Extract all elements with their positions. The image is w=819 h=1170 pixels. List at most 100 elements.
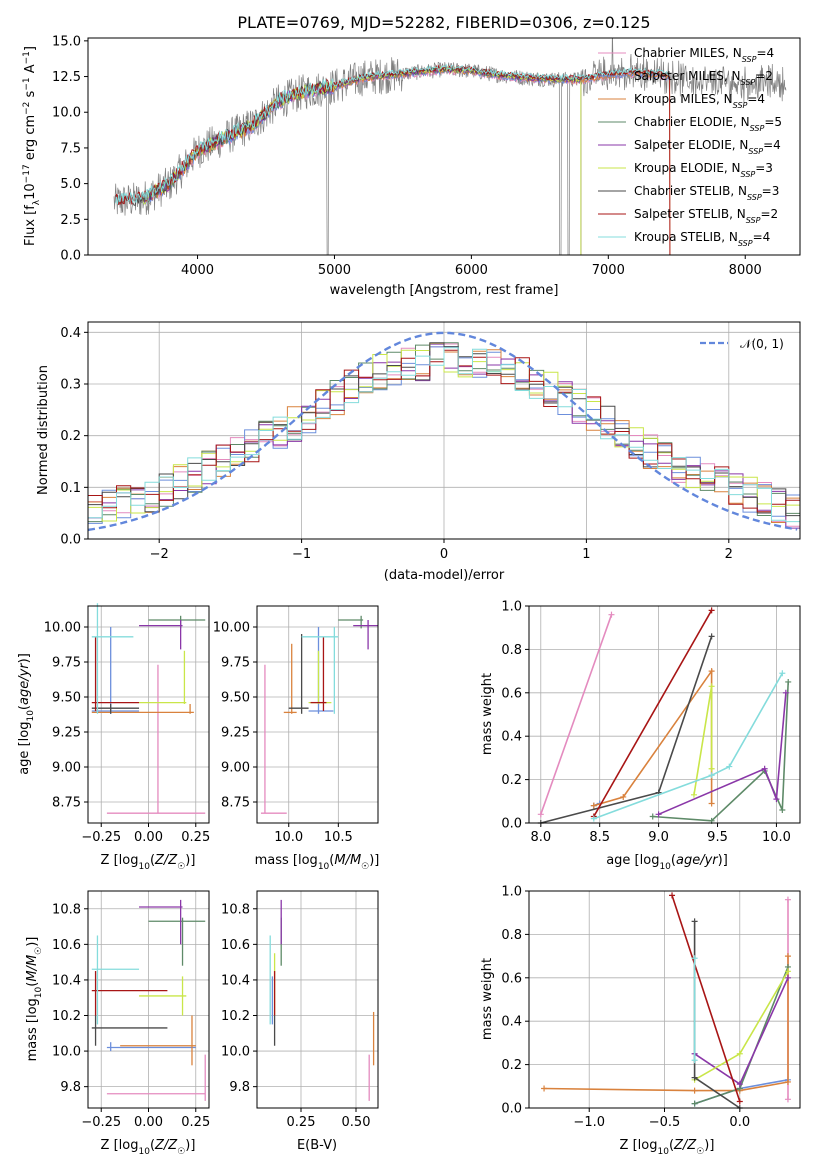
weight-marker bbox=[708, 683, 715, 690]
weight-marker bbox=[784, 968, 791, 975]
plot-marks bbox=[91, 603, 206, 814]
axes-frame bbox=[528, 605, 801, 824]
weight-marker bbox=[779, 806, 786, 813]
label-part: mass weight bbox=[480, 673, 495, 755]
weight-y-label-2: mass weight bbox=[480, 958, 495, 1040]
label-part: Z [log bbox=[620, 1138, 658, 1153]
label-part: ☉ bbox=[696, 1147, 704, 1157]
weight-marker bbox=[708, 800, 715, 807]
y-tick-label: 9.75 bbox=[52, 656, 81, 671]
spectrum-title: PLATE=0769, MJD=52282, FIBERID=0306, z=0… bbox=[237, 13, 650, 32]
spectrum-x-tick-label: 4000 bbox=[181, 263, 214, 278]
label-part: ( bbox=[150, 853, 155, 868]
weight-line-salpeter-stelib bbox=[671, 895, 741, 1102]
label-part: mass weight bbox=[480, 958, 495, 1040]
mass-vs-ebv-panel: 0.25 0.50 9.8 10.0 10.2 10.4 10.6 10.8 E(B-V) bbox=[221, 890, 379, 1153]
spectrum-y-label-part: −1 bbox=[22, 77, 32, 90]
axes-frame bbox=[87, 890, 210, 1109]
legend-sub: SSP bbox=[746, 216, 761, 225]
age-vs-mass-x-label: mass [log10(M/M☉)] bbox=[255, 853, 380, 872]
model-line-kroupa-miles bbox=[142, 67, 671, 255]
spectrum-y-label-part: −17 bbox=[22, 164, 32, 183]
label-part: ( bbox=[25, 982, 40, 987]
y-tick-label: 0.4 bbox=[501, 730, 522, 745]
x-tick-label: 0.0 bbox=[729, 1115, 750, 1130]
weight-marker bbox=[761, 765, 768, 772]
weight-marker bbox=[782, 689, 789, 696]
weight-line-chabrier-elodie bbox=[694, 966, 789, 1105]
weight-marker bbox=[785, 678, 792, 685]
y-tick-label: 1.0 bbox=[501, 885, 522, 900]
weight-marker bbox=[736, 1081, 743, 1088]
spectrum-y-label-part: λ bbox=[32, 199, 42, 205]
weight-line-kroupa-miles bbox=[544, 956, 789, 1092]
residual-x-tick-label: −2 bbox=[150, 547, 169, 562]
legend-sub: SSP bbox=[742, 55, 757, 64]
weight-marker bbox=[649, 813, 656, 820]
label-part: Z [log bbox=[101, 853, 139, 868]
spectrum-x-tick-label: 8000 bbox=[729, 263, 762, 278]
age-vs-z-panel: −0.25 0.00 0.25 8.75 9.00 9.25 9.50 9.75 10.00 Z … bbox=[17, 603, 210, 872]
spectrum-y-tick-label: 0.0 bbox=[60, 249, 81, 264]
y-tick-label: 10.8 bbox=[221, 902, 250, 917]
weight-marker bbox=[690, 791, 697, 798]
label-part: E(B-V) bbox=[297, 1138, 337, 1153]
mass-y-label: mass [log10(M/M☉)] bbox=[25, 937, 44, 1062]
y-tick-label: 8.75 bbox=[221, 796, 250, 811]
residual-y-ticks: 0.0 0.1 0.2 0.3 0.4 bbox=[60, 326, 88, 548]
weight-marker bbox=[669, 892, 676, 899]
y-tick-label: 8.75 bbox=[52, 796, 81, 811]
y-tick-label: 10.00 bbox=[44, 621, 81, 636]
plot-marks bbox=[541, 892, 791, 1111]
weight-line-salpeter-elodie bbox=[658, 692, 787, 816]
weight-vs-z-x-label: Z [log10(Z/Z☉)] bbox=[620, 1138, 715, 1157]
label-part: age/yr bbox=[17, 662, 32, 705]
y-tick-label: 10.4 bbox=[221, 973, 250, 988]
spectrum-y-label: Flux [fλ10−17 erg cm−2 s−1 A−1] bbox=[22, 46, 42, 246]
label-part: )] bbox=[185, 1138, 195, 1153]
y-tick-label: 10.6 bbox=[52, 938, 81, 953]
x-tick-label: 10.0 bbox=[274, 830, 303, 845]
label-part: ☉ bbox=[177, 1147, 185, 1157]
y-tick-label: 10.00 bbox=[213, 621, 250, 636]
legend-entry: Kroupa ELODIE, NSSP=3 bbox=[634, 161, 773, 179]
mass-vs-z-panel: −0.25 0.00 0.25 9.8 10.0 10.2 10.4 10.6 10.8 Z [l… bbox=[25, 890, 210, 1157]
weight-marker bbox=[691, 1100, 698, 1107]
weight-line-kroupa-stelib bbox=[593, 672, 783, 820]
age-vs-z-x-label: Z [log10(Z/Z☉)] bbox=[101, 853, 196, 872]
y-tick-label: 9.8 bbox=[60, 1080, 81, 1095]
label-part: age/yr bbox=[676, 853, 719, 868]
spectrum-y-label-part: −2 bbox=[22, 102, 32, 115]
weight-marker bbox=[691, 1074, 698, 1081]
label-part: ( bbox=[17, 705, 32, 710]
weight-marker bbox=[590, 815, 597, 822]
spectrum-x-tick-label: 5000 bbox=[318, 263, 351, 278]
legend-count: =5 bbox=[764, 115, 782, 129]
x-tick-label: 0.00 bbox=[134, 830, 163, 845]
y-tick-label: 9.75 bbox=[221, 656, 250, 671]
x-tick-label: −1.0 bbox=[573, 1115, 605, 1130]
legend-entry: Salpeter STELIB, NSSP=2 bbox=[634, 207, 778, 225]
legend-model-name: Kroupa ELODIE, N bbox=[634, 161, 741, 175]
legend-count: =4 bbox=[756, 46, 774, 60]
spectrum-axes-frame bbox=[87, 37, 801, 256]
legend-count: =3 bbox=[762, 184, 780, 198]
legend-model-name: Chabrier MILES, N bbox=[634, 46, 742, 60]
axes-frame bbox=[528, 890, 801, 1109]
spectrum-y-label-part: ] bbox=[23, 46, 38, 51]
y-tick-label: 0.6 bbox=[501, 686, 522, 701]
x-tick-label: 8.0 bbox=[530, 830, 551, 845]
label-part: ☉ bbox=[34, 947, 44, 955]
spectrum-y-tick-label: 5.0 bbox=[60, 177, 81, 192]
spectrum-y-label-part: A bbox=[23, 64, 38, 77]
label-part: M/M bbox=[25, 955, 40, 982]
y-tick-label: 9.00 bbox=[221, 761, 250, 776]
weight-marker bbox=[784, 974, 791, 981]
y-tick-label: 0.0 bbox=[501, 1102, 522, 1117]
label-part: 10 bbox=[657, 1147, 669, 1157]
y-tick-label: 9.25 bbox=[52, 726, 81, 741]
mass-vs-z-x-label: Z [log10(Z/Z☉)] bbox=[101, 1138, 196, 1157]
y-tick-label: 10.0 bbox=[52, 1045, 81, 1060]
